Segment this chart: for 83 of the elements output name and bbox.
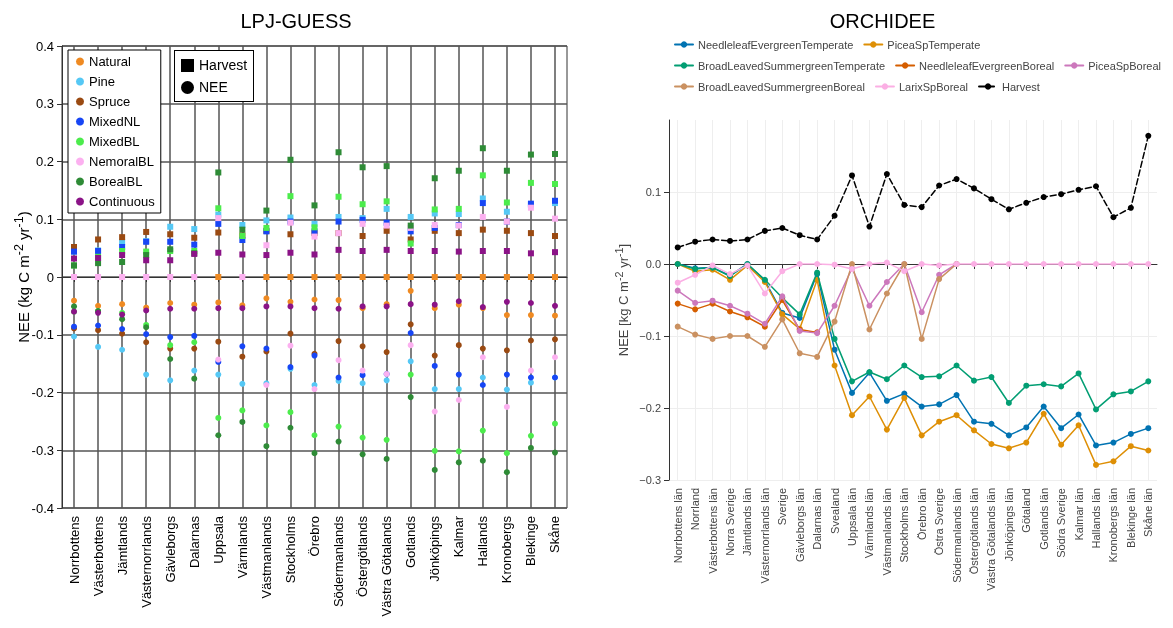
- legend-label: LarixSpBoreal: [898, 80, 969, 93]
- y-tick-label: -0.4: [31, 500, 54, 516]
- y-tick-label: 0.4: [35, 38, 54, 54]
- x-tick-label: Norrbottens län: [671, 488, 684, 564]
- x-tick-label: Östergötlands län: [968, 488, 980, 575]
- x-tick-label: Östra Sverige: [933, 488, 946, 556]
- x-tick-label: Hallands län: [1090, 488, 1102, 549]
- x-tick-label: Jämtlands län: [741, 488, 754, 556]
- y-tick-label: −0.2: [639, 402, 661, 414]
- y-tick-label: 0.0: [645, 258, 661, 270]
- x-tick-label: Södermanlands: [331, 515, 347, 608]
- x-tick-label: Värmlands: [234, 515, 250, 579]
- y-tick-label: -0.2: [31, 385, 54, 400]
- x-tick-label: Uppsala län: [846, 488, 858, 547]
- x-tick-label: Kalmar: [451, 515, 467, 558]
- x-tick-label: Västra Götalands län: [985, 488, 998, 591]
- y-tick-label: 0.3: [35, 96, 54, 112]
- x-tick-label: Dalarnas: [186, 515, 202, 569]
- x-tick-label: Sverige: [776, 488, 789, 526]
- x-tick-label: Värmlands län: [863, 488, 876, 559]
- x-tick-label: Blekinge: [523, 516, 539, 566]
- x-tick-label: Jönköpings län: [1002, 488, 1015, 562]
- x-tick-label: Södra Sverige: [1055, 488, 1068, 558]
- y-tick-label: −0.3: [639, 474, 661, 486]
- y-tick-label: 0.1: [645, 186, 661, 198]
- x-tick-label: Norrbottens: [66, 515, 82, 584]
- x-tick-label: Västerbottens: [90, 515, 106, 597]
- y-tick-label: -0.1: [31, 327, 54, 343]
- legend-label: MixedNL: [89, 114, 141, 129]
- legend-label: Harvest: [1002, 80, 1040, 93]
- x-tick-label: Gotlands: [403, 515, 419, 569]
- chart-title: ORCHIDEE: [829, 10, 936, 32]
- x-tick-label: Jämtlands: [114, 515, 130, 576]
- legend-label: MixedBL: [89, 134, 140, 149]
- legend-label: PiceaSpTemperate: [887, 38, 981, 51]
- x-tick-label: Västerbottens län: [706, 488, 719, 574]
- legend-label: Continuous: [89, 194, 156, 209]
- legend-label: Natural: [89, 54, 132, 69]
- x-tick-label: Kronobergs län: [1107, 488, 1120, 563]
- x-tick-label: Örebro län: [915, 488, 928, 540]
- annotation: Harvest: [199, 57, 248, 73]
- x-tick-label: Södermanlands län: [950, 488, 963, 583]
- legend-label: Spruce: [89, 94, 131, 109]
- x-tick-label: Hallands: [475, 515, 491, 567]
- y-tick-label: -0.3: [31, 442, 54, 458]
- y-tick-label: 0.1: [35, 211, 54, 227]
- x-tick-label: Stockholms län: [898, 488, 911, 563]
- x-tick-label: Jönköpings: [427, 515, 443, 582]
- y-tick-label: 0: [46, 269, 54, 285]
- y-tick-label: −0.1: [639, 330, 661, 342]
- x-tick-label: Blekinge län: [1124, 488, 1137, 548]
- legend-label: PiceaSpBoreal: [1088, 59, 1162, 72]
- x-tick-label: Kronobergs: [499, 515, 515, 584]
- legend-label: NeedleleafEvergreenTemperate: [698, 38, 854, 51]
- x-tick-label: Västernorrlands: [138, 515, 154, 608]
- x-tick-label: Norra Sverige: [724, 488, 736, 556]
- legend-label: NemoralBL: [89, 154, 155, 169]
- legend-label: BroadLeavedSummergreenBoreal: [698, 80, 865, 93]
- x-tick-label: Norrland: [689, 488, 702, 531]
- x-tick-label: Gotlands län: [1037, 488, 1050, 550]
- legend-label: NeedleleafEvergreenBoreal: [919, 59, 1055, 72]
- x-tick-label: Skåne: [547, 516, 563, 553]
- chart-title: LPJ-GUESS: [240, 10, 352, 32]
- legend-label: BroadLeavedSummergreenTemperate: [698, 59, 886, 72]
- x-tick-label: Kalmar län: [1072, 488, 1085, 541]
- x-tick-label: Stockholms: [282, 515, 298, 584]
- x-tick-label: Östergötlands: [355, 515, 371, 597]
- x-tick-label: Örebro: [307, 516, 322, 557]
- x-tick-label: Gävleborgs: [162, 515, 178, 583]
- legend-label: BorealBL: [89, 174, 143, 189]
- y-tick-label: 0.2: [35, 154, 54, 169]
- x-tick-label: Västra Götalands: [379, 515, 395, 617]
- annotation: NEE: [199, 79, 228, 95]
- x-tick-label: Skåne län: [1142, 488, 1155, 537]
- x-tick-label: Uppsala: [210, 515, 226, 564]
- x-tick-label: Svealand: [828, 488, 841, 534]
- x-tick-label: Västmanlands: [258, 515, 274, 599]
- x-tick-label: Gävleborgs län: [793, 488, 806, 562]
- x-tick-label: Dalarnas län: [811, 488, 824, 550]
- x-tick-label: Västernorrlands län: [758, 488, 771, 584]
- x-tick-label: Götaland: [1020, 488, 1033, 533]
- legend-label: Pine: [89, 74, 116, 89]
- x-tick-label: Västmanlands län: [880, 488, 893, 576]
